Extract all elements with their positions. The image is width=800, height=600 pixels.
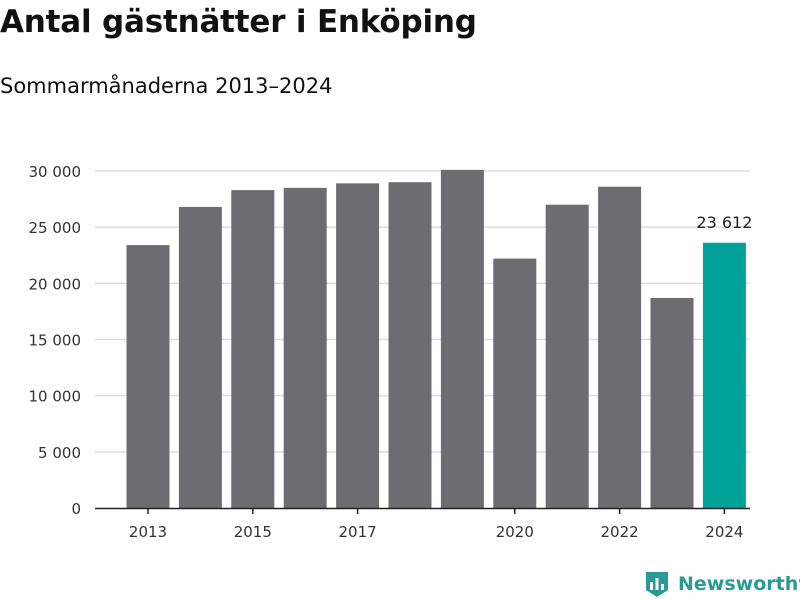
- y-tick-label: 0: [71, 500, 81, 518]
- y-tick-label: 15 000: [29, 332, 82, 350]
- data-label-2024: 23 612: [696, 213, 752, 232]
- logo-text: Newsworthy: [678, 573, 800, 595]
- bar-2023: [650, 297, 694, 508]
- newsworthy-logo: Newsworthy: [644, 570, 800, 598]
- bar-2022: [598, 186, 642, 508]
- y-tick-label: 10 000: [29, 388, 82, 406]
- bar-2021: [545, 204, 589, 508]
- y-tick-label: 30 000: [29, 163, 82, 181]
- x-tick-label: 2015: [234, 523, 272, 541]
- x-tick-label: 2013: [129, 523, 167, 541]
- page-title: Antal gästnätter i Enköping: [0, 4, 477, 40]
- bar-2015: [231, 190, 275, 508]
- bar-2020: [493, 258, 537, 508]
- x-tick-label: 2024: [705, 523, 743, 541]
- bar-2016: [283, 187, 327, 508]
- bar-2024: [702, 242, 746, 508]
- page-subtitle: Sommarmånaderna 2013–2024: [0, 74, 333, 98]
- bar-chart-shield-icon: [646, 572, 668, 597]
- x-tick-label: 2020: [496, 523, 534, 541]
- y-tick-label: 20 000: [29, 275, 82, 293]
- x-tick-label: 2022: [601, 523, 639, 541]
- bar-2018: [388, 182, 432, 508]
- bar-2019: [440, 169, 484, 509]
- y-tick-label: 25 000: [29, 219, 82, 237]
- bar-2017: [336, 183, 380, 508]
- y-tick-label: 5 000: [38, 444, 81, 462]
- bar-2014: [178, 206, 222, 509]
- bar-2013: [126, 245, 170, 508]
- x-tick-label: 2017: [339, 523, 377, 541]
